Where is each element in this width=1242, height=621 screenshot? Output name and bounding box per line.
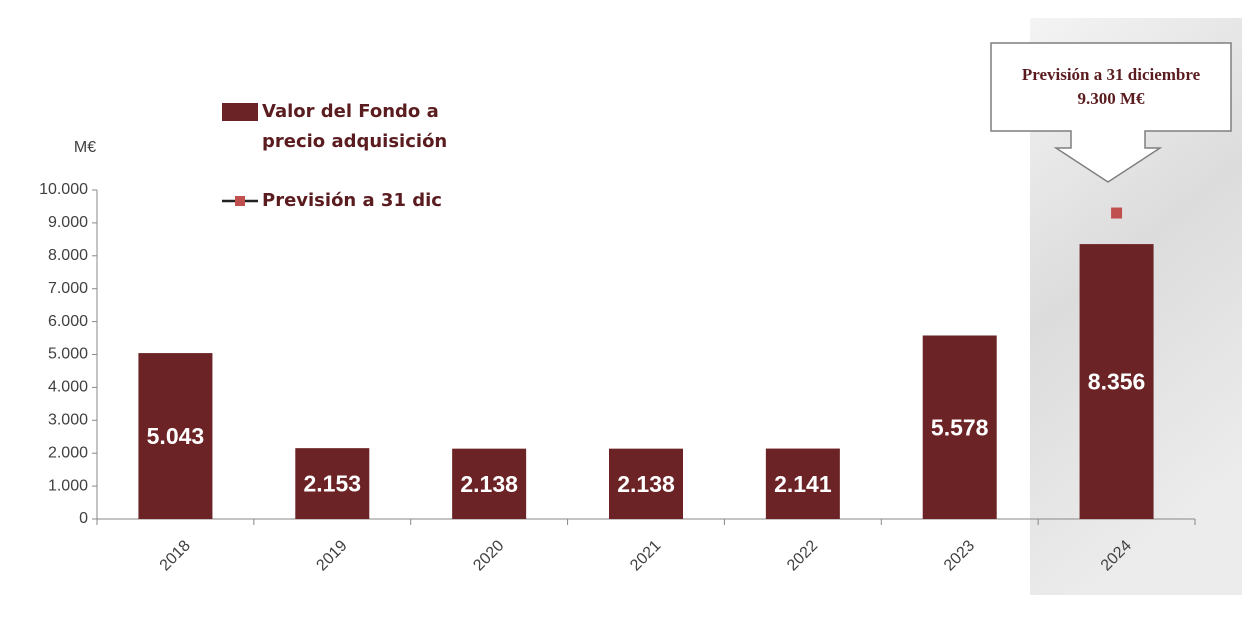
y-tick-label: 3.000 [48,412,88,429]
x-tick-label: 2023 [941,537,978,574]
y-tick-label: 10.000 [39,181,88,198]
bar [609,448,683,519]
y-tick-label: 9.000 [48,214,88,231]
legend-swatch [235,196,245,206]
bar [765,448,840,519]
y-tick-label: 7.000 [48,280,88,297]
annotation: Previsión a 31 diciembre [1022,65,1201,84]
value-label: 8.356 [1088,369,1146,395]
bar [1079,244,1154,520]
legend-entry: Valor del Fondo a precio adquisición [262,101,448,152]
x-tick-label: 2022 [784,537,821,574]
bar [138,353,213,519]
callout [990,42,1232,183]
bar [452,448,527,519]
value-label: 2.153 [304,471,362,497]
x-tick-label: 2019 [313,537,350,574]
legend-swatch [222,103,258,121]
legend-entry: Previsión a 31 dic [262,190,442,211]
bar [295,448,370,519]
value-label: 2.138 [460,471,518,497]
value-label: 5.043 [147,423,205,449]
bar [922,335,997,519]
y-tick-label: 4.000 [48,379,88,396]
x-tick-label: 2020 [470,537,507,574]
y-unit-label: M€ [74,139,96,156]
y-tick-label: 2.000 [48,444,88,461]
x-tick-label: 2021 [627,537,664,574]
x-tick-label: 2018 [157,537,194,574]
y-tick-label: 5.000 [48,346,88,363]
annotation: 9.300 M€ [1077,89,1145,108]
value-label: 5.578 [931,414,989,440]
value-label: 2.141 [774,471,832,497]
y-tick-label: 6.000 [48,313,88,330]
y-tick-label: 0 [79,510,88,527]
y-tick-label: 8.000 [48,247,88,264]
y-tick-label: 1.000 [48,477,88,494]
forecast-point [1111,207,1123,219]
value-label: 2.138 [617,471,675,497]
